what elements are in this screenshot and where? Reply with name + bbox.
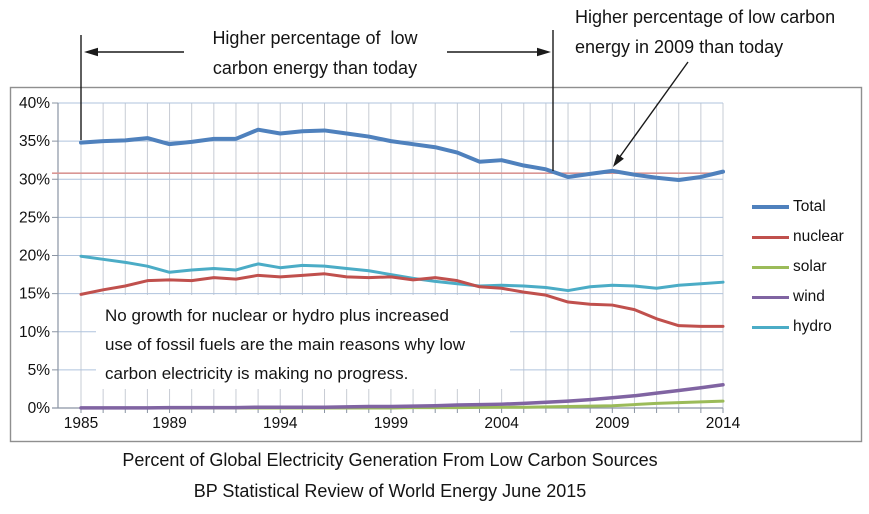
legend-swatch-nuclear-icon bbox=[752, 235, 789, 239]
annotation-no-growth-line1: No growth for nuclear or hydro plus incr… bbox=[105, 306, 449, 325]
x-tick-label: 2004 bbox=[484, 415, 519, 432]
annotation-higher-2009-line1: Higher percentage of low carbon bbox=[575, 7, 836, 27]
annotation-higher-2009: Higher percentage of low carbon energy i… bbox=[575, 2, 835, 62]
legend-item-hydro: hydro bbox=[752, 312, 844, 342]
arrowhead-left-icon bbox=[84, 47, 98, 57]
legend-item-total: Total bbox=[752, 192, 844, 222]
annotation-no-growth-line2: use of fossil fuels are the main reasons… bbox=[105, 335, 466, 354]
chart-source: BP Statistical Review of World Energy Ju… bbox=[193, 481, 587, 501]
chart-title: Percent of Global Electricity Generation… bbox=[122, 450, 658, 470]
annotation-higher-before-line1: Higher percentage of low bbox=[212, 28, 418, 48]
legend: Total nuclear solar wind hydro bbox=[752, 192, 844, 342]
y-tick-label: 10% bbox=[19, 324, 50, 341]
arrowhead-2009-icon bbox=[613, 154, 624, 167]
x-tick-label: 1994 bbox=[263, 415, 298, 432]
y-tick-label: 25% bbox=[19, 209, 50, 226]
annotation-no-growth-line3: carbon electricity is making no progress… bbox=[105, 364, 409, 383]
annotation-higher-before-line2: carbon energy than today bbox=[212, 58, 418, 78]
series-nuclear bbox=[79, 272, 725, 328]
annotation-higher-before: Higher percentage of low carbon energy t… bbox=[183, 23, 447, 83]
pointer-to-2009-line bbox=[618, 61, 689, 159]
y-tick-label: 40% bbox=[19, 95, 50, 112]
y-tick-label: 0% bbox=[28, 400, 51, 417]
y-tick-label: 15% bbox=[19, 286, 50, 303]
annotation-arrows bbox=[80, 30, 689, 171]
legend-item-nuclear: nuclear bbox=[752, 222, 844, 252]
legend-swatch-total-icon bbox=[752, 205, 789, 209]
legend-swatch-hydro-icon bbox=[752, 325, 789, 329]
x-tick-label: 1985 bbox=[64, 415, 98, 432]
annotation-no-growth-note: No growth for nuclear or hydro plus incr… bbox=[96, 295, 510, 389]
arrowhead-right-icon bbox=[537, 47, 551, 57]
annotation-higher-2009-line2: energy in 2009 than today bbox=[575, 37, 784, 57]
legend-label-total: Total bbox=[793, 198, 826, 215]
legend-swatch-wind-icon bbox=[752, 295, 789, 299]
chart-border bbox=[9, 86, 863, 443]
y-tick-label: 30% bbox=[19, 171, 50, 188]
y-tick-label: 20% bbox=[19, 248, 50, 265]
y-tick-label: 35% bbox=[19, 133, 50, 150]
series-wind bbox=[79, 382, 725, 410]
legend-item-wind: wind bbox=[752, 282, 844, 312]
legend-label-wind: wind bbox=[793, 288, 825, 305]
x-tick-label: 2014 bbox=[706, 415, 741, 432]
legend-swatch-solar-icon bbox=[752, 265, 789, 269]
x-tick-label: 2009 bbox=[595, 415, 629, 432]
legend-label-solar: solar bbox=[793, 258, 827, 275]
y-tick-label: 5% bbox=[28, 362, 51, 379]
x-tick-label: 1989 bbox=[152, 415, 186, 432]
legend-label-nuclear: nuclear bbox=[793, 228, 844, 245]
series-hydro bbox=[79, 254, 725, 293]
legend-item-solar: solar bbox=[752, 252, 844, 282]
legend-label-hydro: hydro bbox=[793, 318, 832, 335]
series-Total bbox=[79, 127, 725, 183]
x-tick-label: 1999 bbox=[374, 415, 408, 432]
